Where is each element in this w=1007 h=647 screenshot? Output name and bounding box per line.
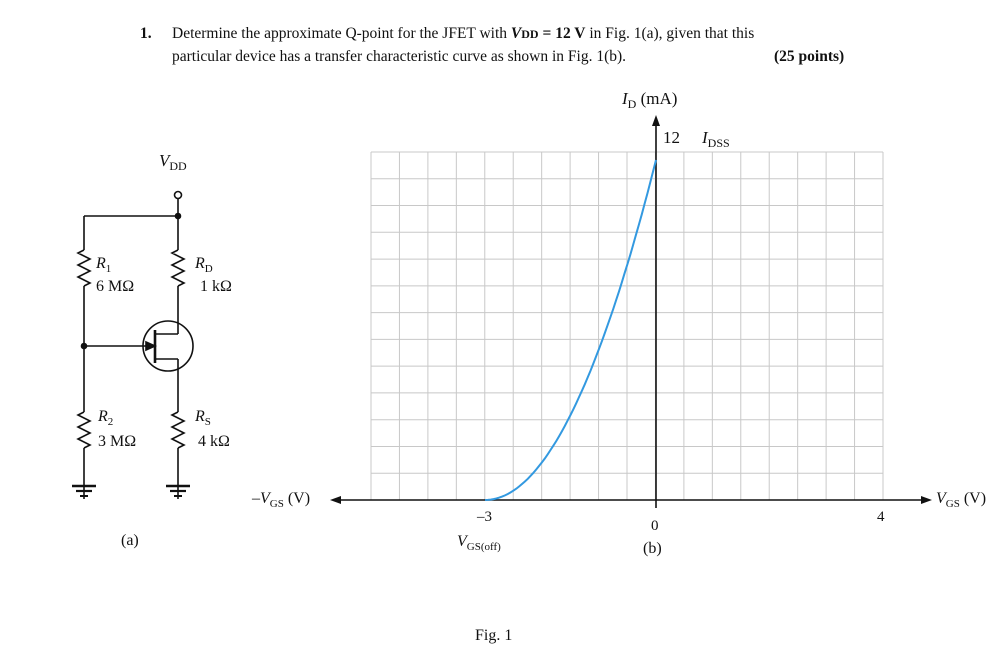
rs-resistor bbox=[170, 411, 186, 449]
gate-junction bbox=[80, 342, 88, 350]
rd-label: RD bbox=[194, 255, 213, 275]
vgs-axis-right-arrow bbox=[921, 496, 932, 504]
question-vdd-symbol: V bbox=[510, 25, 522, 42]
neg-vgs-axis-label: –VGS (V) bbox=[251, 490, 310, 510]
r1-resistor bbox=[76, 249, 92, 287]
ground-r2-icon bbox=[72, 484, 96, 499]
question-number: 1. bbox=[140, 25, 152, 42]
ground-rs-icon bbox=[166, 484, 190, 499]
figure-caption: Fig. 1 bbox=[475, 627, 512, 644]
question-text-line1: Determine the approximate Q-point for th… bbox=[172, 22, 754, 46]
graph-axes bbox=[330, 115, 932, 508]
circuit-caption: (a) bbox=[121, 532, 139, 549]
question-vdd-sub: DD bbox=[521, 27, 539, 41]
tick-label-four: 4 bbox=[877, 509, 885, 525]
question-text-line2: particular device has a transfer charact… bbox=[172, 48, 627, 65]
question-text-a: Determine the approximate Q-point for th… bbox=[172, 25, 511, 42]
tick-label-zero: 0 bbox=[651, 518, 659, 534]
transfer-curve bbox=[484, 159, 657, 501]
question-points: (25 points) bbox=[774, 48, 845, 65]
vdd-label: VDD bbox=[159, 151, 187, 173]
vdd-junction bbox=[174, 212, 182, 220]
id-axis-label: ID (mA) bbox=[621, 89, 677, 111]
r1-label: R1 bbox=[95, 255, 111, 275]
question-vdd-value: = 12 V bbox=[538, 25, 586, 42]
vgsoff-label: VGS(off) bbox=[457, 533, 501, 553]
r2-resistor bbox=[76, 411, 92, 449]
circuit-diagram bbox=[72, 190, 194, 499]
r2-label: R2 bbox=[97, 408, 113, 428]
rd-value: 1 kΩ bbox=[200, 278, 232, 295]
r2-value: 3 MΩ bbox=[98, 433, 136, 450]
r1-value: 6 MΩ bbox=[96, 278, 134, 295]
tick-label-neg3: –3 bbox=[476, 509, 492, 525]
graph-grid bbox=[370, 151, 884, 501]
vgs-axis-left-arrow bbox=[330, 496, 341, 504]
vdd-terminal bbox=[173, 190, 183, 200]
idss-value-label: 12 bbox=[663, 128, 680, 147]
rs-label: RS bbox=[194, 408, 211, 428]
graph-caption: (b) bbox=[643, 540, 662, 557]
idss-label: IDSS bbox=[701, 128, 730, 150]
rd-resistor bbox=[170, 249, 186, 287]
id-axis-arrow bbox=[652, 115, 660, 126]
jfet-gate-arrow bbox=[145, 340, 157, 352]
question-text-b: in Fig. 1(a), given that this bbox=[585, 25, 755, 42]
rs-value: 4 kΩ bbox=[198, 433, 230, 450]
vgs-axis-label: VGS (V) bbox=[936, 490, 986, 510]
